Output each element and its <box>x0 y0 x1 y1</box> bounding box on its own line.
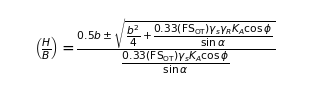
Text: $\left(\frac{H}{B}\right) = \frac{0.5b \pm \sqrt{\dfrac{b^2}{4} + \dfrac{0.33(\m: $\left(\frac{H}{B}\right) = \frac{0.5b \… <box>34 17 275 77</box>
